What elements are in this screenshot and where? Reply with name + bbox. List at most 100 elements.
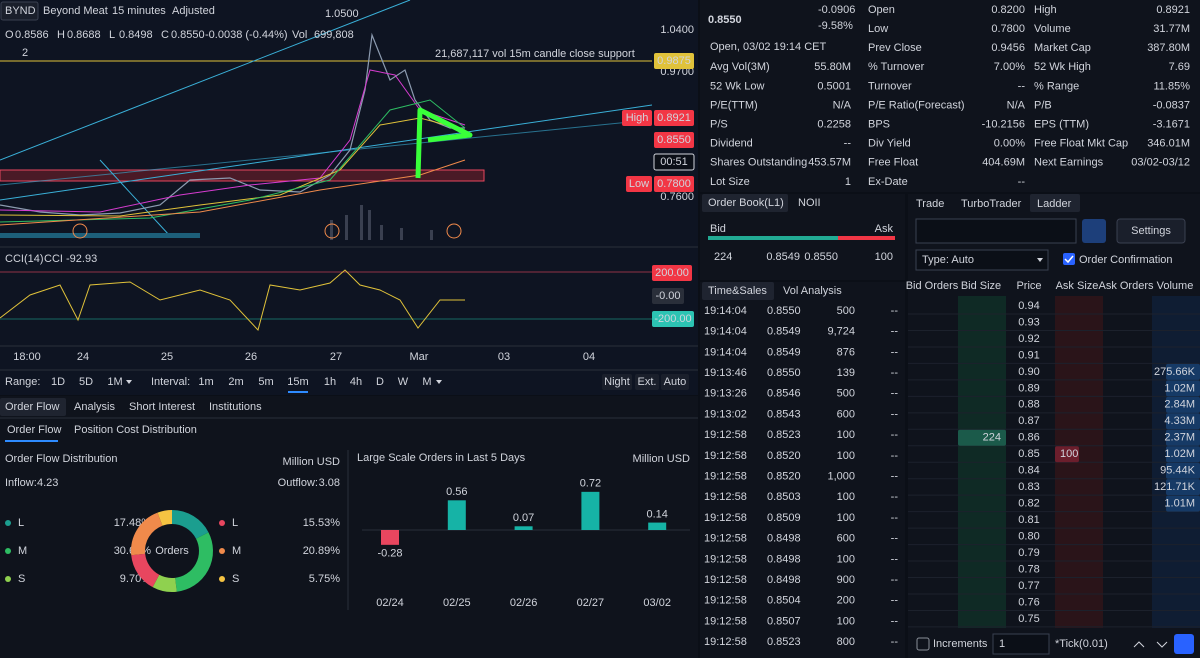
session-option[interactable]: Auto <box>664 376 687 388</box>
ts-time: 19:12:58 <box>704 553 747 565</box>
ladder-header: Volume <box>1157 280 1194 292</box>
ts-price: 0.8509 <box>767 512 801 524</box>
interval-option[interactable]: 1m <box>198 376 213 388</box>
ladder-price: 0.85 <box>1018 448 1039 460</box>
ts-tab[interactable]: Time&Sales <box>708 285 767 297</box>
sub-tab[interactable]: Order Flow <box>7 424 61 436</box>
ladder-volume: 4.33M <box>1164 415 1195 427</box>
ladder-price: 0.92 <box>1018 333 1039 345</box>
center-button[interactable] <box>1174 634 1194 654</box>
sub-tab[interactable]: Position Cost Distribution <box>74 424 197 436</box>
interval-option[interactable]: 4h <box>350 376 362 388</box>
of-title: Order Flow Distribution <box>5 453 117 465</box>
ts-price: 0.8549 <box>767 326 801 338</box>
stat-label: Prev Close <box>868 42 922 54</box>
stat-label: Avg Vol(3M) <box>710 61 770 73</box>
search-input[interactable] <box>915 218 1077 244</box>
interval-option[interactable]: M <box>422 376 431 388</box>
stat-label: Ex-Date <box>868 176 908 188</box>
donut-segment <box>171 510 209 540</box>
stat-label: Turnover <box>868 80 912 92</box>
confirmation-checkbox[interactable] <box>1063 253 1075 265</box>
active-tab <box>1030 194 1080 212</box>
bottom-tab[interactable]: Order Flow <box>5 401 59 413</box>
stat-label: Next Earnings <box>1034 157 1104 169</box>
range-option[interactable]: 5D <box>79 376 93 388</box>
ask-highlight <box>1055 446 1079 463</box>
ts-price: 0.8498 <box>767 533 801 545</box>
ticker-box <box>0 1 39 21</box>
ohlc-h-label: H <box>57 29 65 41</box>
ladder-price: 0.79 <box>1018 547 1039 559</box>
ts-price: 0.8523 <box>767 636 801 648</box>
check <box>1064 255 1074 264</box>
donut-segment <box>152 574 177 592</box>
price-axis-label: 0.7600 <box>660 191 694 203</box>
inflow-label: Inflow: <box>5 477 37 489</box>
ts-price: 0.8507 <box>767 615 801 627</box>
ts-tab[interactable]: Vol Analysis <box>783 285 842 297</box>
range-option[interactable]: 1M <box>107 376 122 388</box>
range-option[interactable]: 1D <box>51 376 65 388</box>
stat-value: -10.2156 <box>982 119 1025 131</box>
moving-average <box>0 99 466 223</box>
volume-highlight <box>1166 462 1200 479</box>
session-option[interactable]: Ext. <box>638 376 657 388</box>
interval-option[interactable]: D <box>376 376 384 388</box>
volume-highlight <box>1166 479 1200 496</box>
increments-value: 1 <box>999 638 1005 650</box>
ladder-price: 0.86 <box>1018 432 1039 444</box>
stat-value: 03/02-03/12 <box>1131 157 1190 169</box>
bar-label: 0.14 <box>646 508 667 520</box>
session-option[interactable]: Night <box>604 376 630 388</box>
ladder-tab[interactable]: TurboTrader <box>961 198 1022 210</box>
ts-flag: -- <box>891 574 899 586</box>
bar-label: 0.07 <box>513 512 534 524</box>
stat-value: 1 <box>845 176 851 188</box>
legend-dot <box>5 520 11 526</box>
bottom-tab[interactable]: Analysis <box>74 401 115 413</box>
ladder-tab[interactable]: Trade <box>916 198 944 210</box>
interval-option[interactable]: W <box>398 376 409 388</box>
volume-highlight <box>1166 363 1200 380</box>
stat-label: P/B <box>1034 99 1052 111</box>
ts-price: 0.8520 <box>767 450 801 462</box>
ob-tab[interactable]: Order Book(L1) <box>708 197 784 209</box>
ladder-price: 0.78 <box>1018 563 1039 575</box>
ts-time: 19:12:58 <box>704 595 747 607</box>
increments-input[interactable] <box>992 633 1050 655</box>
interval-option[interactable]: 1h <box>324 376 336 388</box>
ladder-price: 0.82 <box>1018 498 1039 510</box>
trend-line <box>0 0 411 161</box>
bottom-tab[interactable]: Short Interest <box>129 401 195 413</box>
ladder-tab[interactable]: Ladder <box>1037 198 1072 210</box>
volume-bars <box>330 205 433 240</box>
arrow-buttons[interactable] <box>1133 641 1168 648</box>
bar <box>581 491 600 530</box>
ob-ask-size: 100 <box>875 251 893 263</box>
high-value: 0.8921 <box>657 112 691 124</box>
interval-option[interactable]: 5m <box>258 376 273 388</box>
ladder-header: Bid Size <box>961 280 1001 292</box>
peak-label: 1.0500 <box>325 8 359 20</box>
stat-value: 387.80M <box>1147 42 1190 54</box>
increments-checkbox[interactable] <box>916 637 930 651</box>
cci-upper: 200.00 <box>655 267 689 279</box>
stat-value: N/A <box>1007 99 1026 111</box>
settings-label[interactable]: Settings <box>1131 225 1171 237</box>
time-sales-panel <box>700 282 905 658</box>
stat-label: 52 Wk High <box>1034 61 1091 73</box>
interval-option[interactable]: 2m <box>228 376 243 388</box>
type-select[interactable] <box>915 249 1049 271</box>
cci-line <box>0 269 465 332</box>
quote-panel <box>700 0 1200 192</box>
ts-size: 1,000 <box>827 471 855 483</box>
interval-option[interactable]: 15m <box>287 376 308 388</box>
flow-name: L <box>18 517 24 529</box>
settings-button[interactable] <box>1116 218 1186 244</box>
zone <box>0 169 485 182</box>
ob-tab[interactable]: NOII <box>798 197 821 209</box>
bottom-tab[interactable]: Institutions <box>209 401 262 413</box>
db-button[interactable] <box>1082 219 1106 243</box>
volume-highlight <box>1166 446 1200 463</box>
